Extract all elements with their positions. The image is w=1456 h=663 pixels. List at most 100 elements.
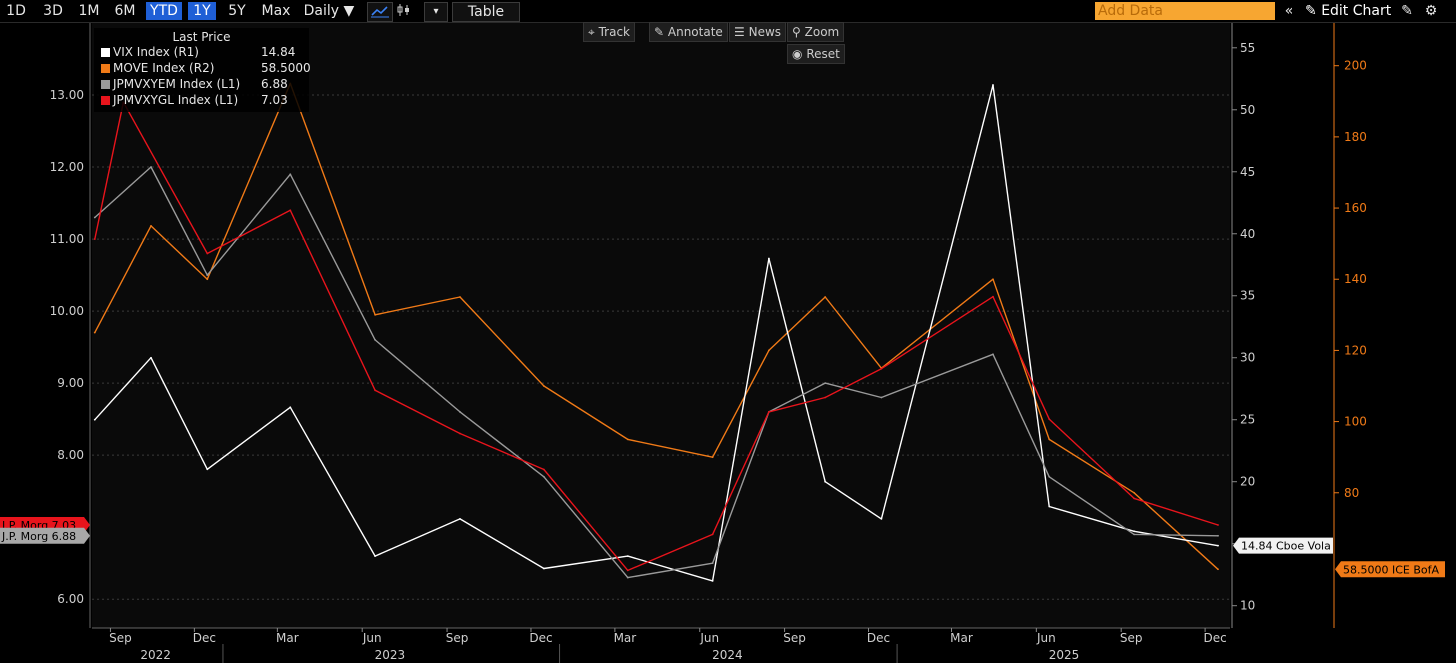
x-axis-tick-label: Dec bbox=[867, 631, 890, 645]
series-point bbox=[374, 389, 377, 392]
series-point bbox=[150, 166, 152, 168]
series-group bbox=[93, 82, 1219, 582]
period-button-ytd[interactable]: YTD bbox=[146, 2, 182, 20]
axes-group: 6.008.009.0010.0011.0012.0013.0010152025… bbox=[0, 23, 1445, 663]
series-point bbox=[767, 411, 770, 413]
pencil-icon: ✎ bbox=[654, 25, 665, 39]
series-point bbox=[626, 576, 629, 579]
series-point bbox=[992, 278, 994, 281]
x-axis-tick-label: Dec bbox=[193, 631, 216, 645]
series-line-vix-index[interactable] bbox=[94, 84, 1219, 582]
series-point bbox=[289, 209, 292, 212]
left-axis-tick-label: 13.00 bbox=[50, 88, 84, 102]
legend-item[interactable]: MOVE Index (R2) 58.5000 bbox=[101, 61, 311, 77]
news-button[interactable]: ☰ News bbox=[729, 22, 787, 42]
reset-label: Reset bbox=[806, 47, 840, 61]
series-point bbox=[542, 475, 545, 478]
pencil-icon: ✎ bbox=[1305, 3, 1317, 19]
collapse-icon[interactable]: « bbox=[1284, 3, 1294, 19]
legend-item[interactable]: JPMVXYEM Index (L1) 6.88 bbox=[101, 77, 288, 93]
edit-icon[interactable]: ✎ bbox=[1401, 3, 1413, 19]
right-axis-1-tick-label: 35 bbox=[1240, 289, 1255, 303]
frequency-label: Daily bbox=[303, 3, 340, 19]
right-axis-1-tick-label: 50 bbox=[1240, 103, 1255, 117]
period-button-5y[interactable]: 5Y bbox=[228, 3, 246, 19]
zoom-button[interactable]: ⚲ Zoom bbox=[787, 22, 845, 42]
series-point bbox=[880, 396, 883, 399]
legend-swatch bbox=[101, 80, 110, 89]
legend-series-name: VIX Index (R1) bbox=[113, 45, 199, 59]
period-button-3d[interactable]: 3D bbox=[43, 3, 63, 19]
series-line-jpmvxygl-index[interactable] bbox=[94, 101, 1219, 572]
right-white-value-tag: 14.84 Cboe Vola bbox=[1233, 537, 1333, 554]
period-button-max[interactable]: Max bbox=[261, 3, 291, 19]
period-button-1m[interactable]: 1M bbox=[78, 3, 100, 19]
period-button-1y[interactable]: 1Y bbox=[188, 2, 216, 20]
series-point bbox=[880, 367, 883, 370]
add-data-input[interactable]: Add Data bbox=[1095, 2, 1275, 20]
series-point bbox=[992, 84, 994, 86]
reset-button[interactable]: ◉ Reset bbox=[787, 44, 845, 64]
series-point bbox=[1217, 544, 1219, 547]
news-label: News bbox=[748, 25, 782, 39]
series-point bbox=[206, 274, 209, 276]
series-point bbox=[1048, 505, 1051, 508]
right-white-value-tag-text: 14.84 Cboe Vola bbox=[1241, 540, 1331, 553]
left-axis-tick-label: 12.00 bbox=[50, 160, 84, 174]
right-axis-2-tick-label: 140 bbox=[1344, 272, 1367, 286]
x-axis-tick-label: Jun bbox=[699, 631, 719, 645]
series-point bbox=[626, 555, 629, 557]
series-point bbox=[93, 238, 96, 240]
series-point bbox=[824, 396, 827, 399]
series-line-jpmvxyem-index[interactable] bbox=[94, 166, 1219, 579]
series-point bbox=[93, 216, 96, 219]
x-axis-tick-label: Sep bbox=[1120, 631, 1143, 645]
right-axis-1-tick-label: 40 bbox=[1240, 227, 1255, 241]
x-axis-tick-label: Jun bbox=[1036, 631, 1056, 645]
series-point bbox=[150, 224, 152, 227]
plot-background bbox=[92, 23, 1230, 628]
series-point bbox=[992, 353, 994, 356]
series-point bbox=[711, 579, 714, 582]
legend-item[interactable]: JPMVXYGL Index (L1) 7.03 bbox=[101, 93, 288, 109]
series-point bbox=[374, 313, 377, 316]
series-point bbox=[992, 295, 994, 298]
left-gray-value-tag-shape bbox=[0, 527, 90, 544]
x-axis-tick-label: Sep bbox=[783, 631, 806, 645]
x-axis-tick-label: Dec bbox=[1203, 631, 1226, 645]
series-point bbox=[767, 257, 770, 260]
series-point bbox=[711, 456, 714, 459]
edit-chart-button[interactable]: ✎ Edit Chart bbox=[1305, 2, 1391, 20]
candlestick-icon[interactable] bbox=[394, 2, 414, 20]
track-button[interactable]: ⌖ Track bbox=[583, 22, 635, 42]
series-point bbox=[626, 438, 629, 441]
chart-area: 6.008.009.0010.0011.0012.0013.0010152025… bbox=[0, 23, 1445, 663]
period-button-1d[interactable]: 1D bbox=[6, 3, 26, 19]
left-axis-tick-label: 6.00 bbox=[57, 592, 84, 606]
legend-swatch bbox=[101, 64, 110, 73]
crosshair-icon: ⌖ bbox=[588, 25, 595, 39]
legend-last-price: 58.5000 bbox=[261, 61, 311, 75]
series-point bbox=[1048, 418, 1051, 421]
series-point bbox=[374, 339, 377, 341]
legend-swatch bbox=[101, 48, 110, 57]
legend-series-name: JPMVXYGL Index (L1) bbox=[113, 93, 239, 107]
caret-down-icon: ▼ bbox=[343, 3, 355, 19]
period-button-6m[interactable]: 6M bbox=[114, 3, 136, 19]
line-chart-icon[interactable] bbox=[367, 2, 393, 22]
left-axis-tick-label: 8.00 bbox=[57, 448, 84, 462]
right-white-value-tag-shape bbox=[1233, 537, 1333, 554]
x-axis-tick-label: Sep bbox=[446, 631, 469, 645]
left-gray-value-tag: J.P. Morg 6.88 bbox=[0, 527, 90, 544]
right-axis-2-tick-label: 80 bbox=[1344, 486, 1359, 500]
legend-item[interactable]: VIX Index (R1) 14.84 bbox=[101, 45, 295, 61]
legend-last-price: 14.84 bbox=[261, 45, 296, 59]
series-point bbox=[1133, 530, 1135, 533]
annotate-button[interactable]: ✎ Annotate bbox=[649, 22, 728, 42]
frequency-dropdown[interactable]: Daily ▼ bbox=[298, 2, 360, 20]
right-axis-2-tick-label: 120 bbox=[1344, 343, 1367, 357]
x-axis-year-label: 2024 bbox=[712, 648, 743, 662]
chart-type-dropdown-icon[interactable]: ▾ bbox=[424, 2, 448, 22]
table-button[interactable]: Table bbox=[452, 2, 520, 22]
gear-icon[interactable]: ⚙ bbox=[1424, 3, 1438, 19]
